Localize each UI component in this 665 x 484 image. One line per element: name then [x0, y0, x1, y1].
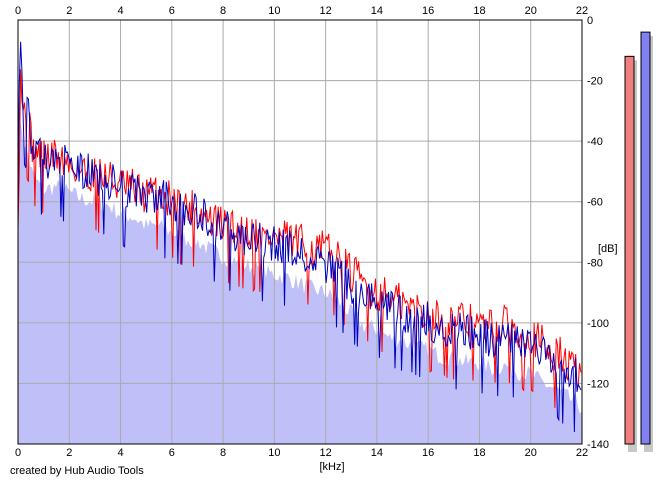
level-meters	[624, 31, 653, 452]
x-tick-label-top: 2	[66, 5, 72, 17]
x-tick-label-top: 22	[576, 5, 588, 17]
plot-frame	[17, 19, 583, 445]
x-tick-label-bottom: 20	[525, 447, 537, 459]
noise-floor-area	[18, 119, 582, 445]
x-tick-label-top: 6	[169, 5, 175, 17]
x-tick-label-bottom: 8	[220, 447, 226, 459]
y-tick-label: -20	[587, 76, 603, 88]
x-tick-label-bottom: 14	[371, 447, 383, 459]
credit-text: created by Hub Audio Tools	[10, 465, 144, 477]
x-tick-label-top: 4	[117, 5, 123, 17]
x-tick-label-bottom: 16	[422, 447, 434, 459]
y-tick-label: 0	[587, 15, 593, 27]
y-tick-label: -120	[587, 378, 609, 390]
axes: 002244668810101212141416161818202022220-…	[15, 5, 609, 459]
x-tick-label-top: 16	[422, 5, 434, 17]
x-tick-label-bottom: 22	[576, 447, 588, 459]
x-tick-label-bottom: 2	[66, 447, 72, 459]
x-tick-label-bottom: 18	[473, 447, 485, 459]
y-tick-label: -80	[587, 257, 603, 269]
x-tick-label-top: 20	[525, 5, 537, 17]
x-tick-label-top: 10	[268, 5, 280, 17]
x-tick-label-bottom: 12	[320, 447, 332, 459]
x-tick-label-bottom: 0	[15, 447, 21, 459]
level-meter-left	[624, 55, 635, 445]
y-axis-label: [dB]	[598, 243, 618, 255]
x-axis-label: [kHz]	[319, 461, 344, 473]
x-tick-label-top: 18	[473, 5, 485, 17]
x-tick-label-bottom: 6	[169, 447, 175, 459]
level-meter-right	[640, 31, 651, 445]
series-line-right	[17, 41, 582, 433]
x-tick-label-top: 12	[320, 5, 332, 17]
y-tick-label: -60	[587, 197, 603, 209]
x-tick-label-top: 0	[15, 5, 21, 17]
y-tick-label: -100	[587, 318, 609, 330]
plot-area	[17, 19, 583, 445]
x-tick-label-bottom: 10	[268, 447, 280, 459]
x-tick-label-bottom: 4	[117, 447, 123, 459]
x-tick-label-top: 8	[220, 5, 226, 17]
y-tick-label: -140	[587, 439, 609, 451]
x-tick-label-top: 14	[371, 5, 383, 17]
y-tick-label: -40	[587, 136, 603, 148]
